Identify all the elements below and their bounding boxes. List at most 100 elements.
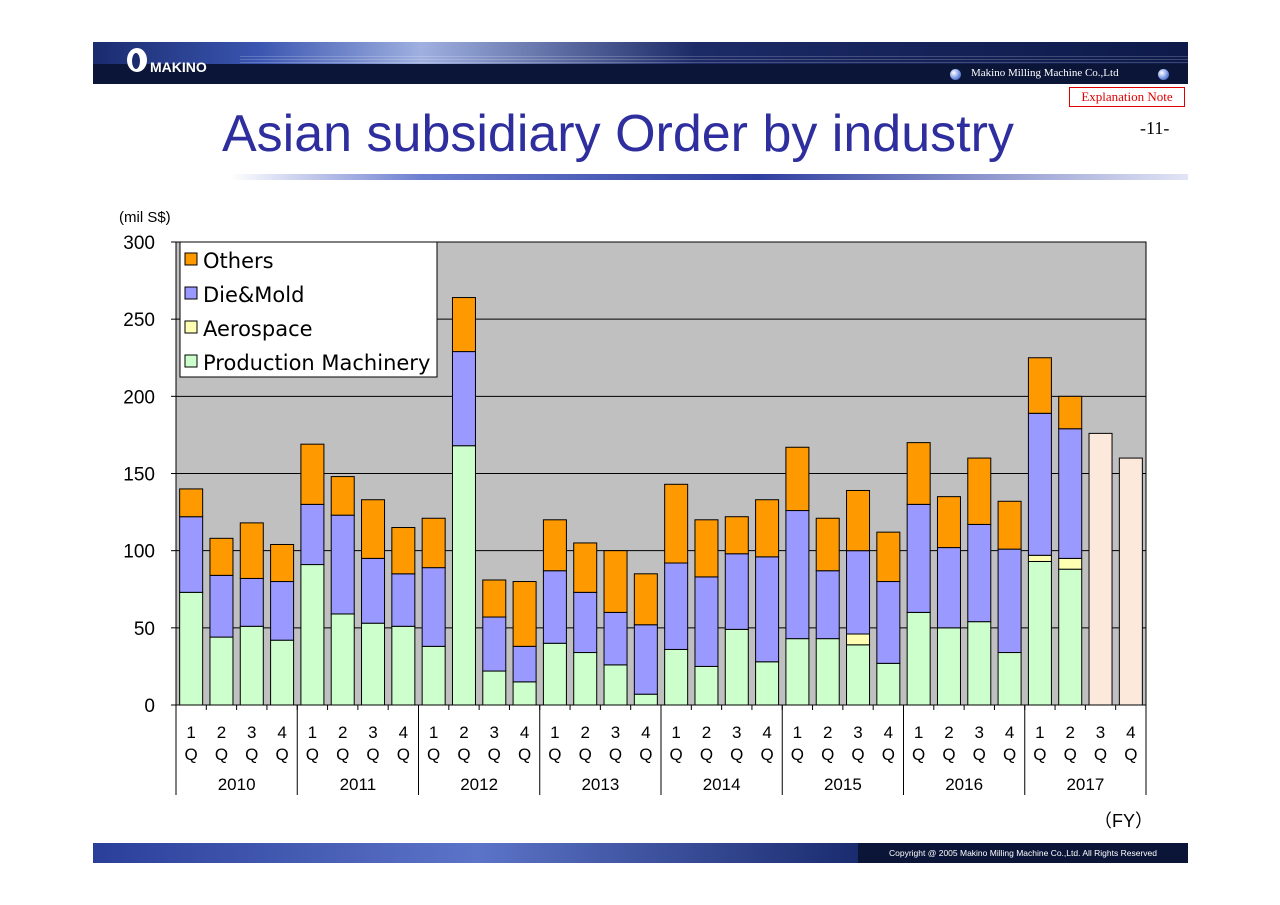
x-tick-label: 4 [1126,723,1135,742]
bar-segment [270,543,295,583]
bar-segment [239,577,264,627]
bar-segment [846,489,871,552]
bar-segment [361,622,386,706]
x-tick-label: 2 [702,723,711,742]
x-tick-label: Q [336,745,349,764]
x-tick-label: 3 [1096,723,1105,742]
y-axis-unit-label: (mil S$) [119,209,171,226]
bar-segment [603,550,628,613]
bar-segment [876,581,901,664]
bar-segment [664,483,689,564]
bar-segment [936,496,961,549]
bar-segment [573,591,598,654]
x-tick-label: 3 [732,723,741,742]
x-tick-label: 2 [1065,723,1074,742]
bar-segment [209,636,234,706]
bar-segment [1027,554,1052,562]
bar-segment [906,611,931,706]
x-tick-label: 4 [399,723,408,742]
bar-segment [512,645,537,683]
bar-segment [512,581,537,647]
bar-segment [1027,560,1052,706]
bar-segment [482,670,507,706]
x-tick-label: 1 [671,723,680,742]
bar-segment [573,652,598,706]
legend-swatch [184,252,198,266]
bar-segment [391,625,416,706]
bullet-dot-icon [1158,69,1169,80]
copyright-text: Copyright @ 2005 Makino Milling Machine … [858,843,1188,863]
bar-segment [785,446,810,512]
bar-segment [755,661,780,706]
y-tick-label: 100 [123,542,155,563]
x-tick-label: Q [185,745,198,764]
x-tick-label: 3 [853,723,862,742]
bar-segment [421,517,446,569]
x-tick-label: Q [851,745,864,764]
bar-segment [755,556,780,663]
x-tick-label: Q [275,745,288,764]
x-tick-label: Q [427,745,440,764]
bar-segment [906,503,931,613]
bar-segment [361,499,386,559]
x-tick-label: 3 [368,723,377,742]
year-label: 2011 [340,775,377,794]
bar-segment [846,644,871,706]
title-underline [230,174,1188,180]
x-tick-label: 1 [793,723,802,742]
bar-segment [512,681,537,706]
x-tick-label: Q [548,745,561,764]
x-tick-label: Q [882,745,895,764]
bar-segment [785,638,810,706]
legend-label: Production Machinery [203,351,430,375]
x-tick-label: 2 [944,723,953,742]
year-label: 2010 [218,775,256,794]
bar-segment [270,639,295,706]
bar-segment [1058,568,1083,706]
legend-label: Die&Mold [203,283,304,307]
x-tick-label: 3 [247,723,256,742]
bar-segment [755,499,780,558]
bar-segment [815,638,840,706]
bar-segment [633,624,658,695]
x-tick-label: 2 [823,723,832,742]
x-tick-label: 1 [914,723,923,742]
year-label: 2014 [703,775,741,794]
x-tick-label: Q [306,745,319,764]
x-tick-label: Q [942,745,955,764]
y-tick-label: 0 [144,696,155,717]
x-tick-label: 1 [550,723,559,742]
legend-label: Others [203,249,274,273]
x-tick-label: Q [245,745,258,764]
bar-segment [542,519,567,572]
x-tick-label: Q [1003,745,1016,764]
bar-segment [330,514,355,615]
bar-segment [1027,357,1052,414]
x-tick-label: Q [670,745,683,764]
y-tick-label: 250 [123,310,155,331]
x-tick-label: 2 [338,723,347,742]
bar-segment [179,488,204,518]
bar-segment [300,503,325,566]
legend-box [179,241,438,378]
bar-segment [724,516,749,555]
x-tick-label: Q [973,745,986,764]
x-tick-label: 4 [762,723,771,742]
bar-segment [573,542,598,593]
bar-segment [785,510,810,640]
bar-segment [179,591,204,706]
x-tick-label: Q [760,745,773,764]
year-label: 2017 [1066,775,1104,794]
bar-segment [936,627,961,706]
x-tick-label: Q [579,745,592,764]
x-tick-label: Q [397,745,410,764]
bar-segment [239,625,264,706]
bar-segment [1058,428,1083,559]
bar-segment [421,645,446,706]
bar-segment [361,557,386,624]
bar-segment [876,531,901,583]
bar-segment [603,664,628,706]
bar-segment [724,553,749,630]
bar-segment [633,693,658,706]
